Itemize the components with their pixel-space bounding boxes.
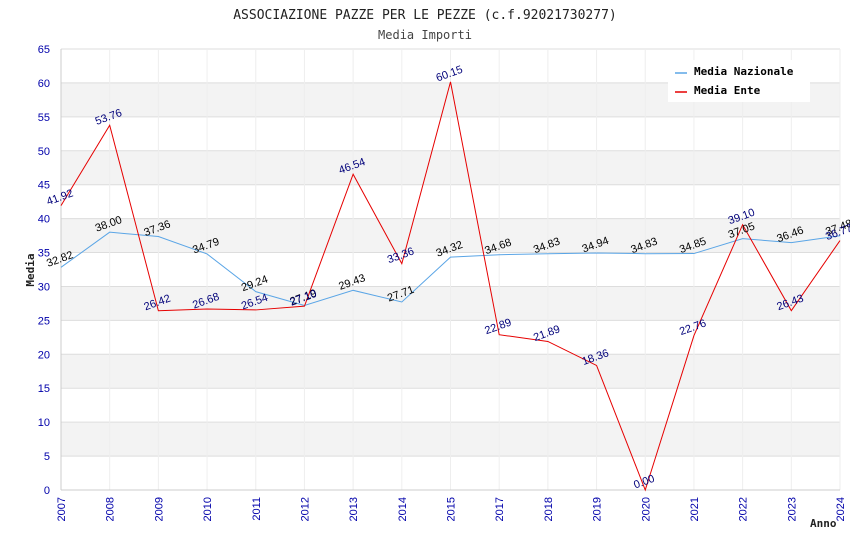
x-tick-label: 2014 xyxy=(397,497,409,521)
x-tick-label: 2007 xyxy=(56,497,68,521)
series-lines xyxy=(60,81,841,492)
chart-title: ASSOCIAZIONE PAZZE PER LE PEZZE (c.f.920… xyxy=(233,8,617,23)
series-line-media-ente xyxy=(60,81,841,492)
x-tick-label: 2018 xyxy=(543,497,555,521)
y-axis-ticks: 0 5 10 15 20 25 30 35 40 45 50 55 60 65 xyxy=(38,44,50,497)
y-tick-label: 65 xyxy=(38,44,50,56)
x-tick-label: 2015 xyxy=(446,497,458,521)
y-tick-label: 40 xyxy=(38,214,50,226)
x-axis-label: Anno xyxy=(810,517,837,530)
x-tick-label: 2011 xyxy=(251,497,263,521)
y-axis-label: Media xyxy=(24,253,37,286)
x-tick-label: 2020 xyxy=(640,497,652,521)
x-tick-label: 2009 xyxy=(153,497,165,521)
x-tick-label: 2017 xyxy=(494,497,506,521)
x-tick-label: 2023 xyxy=(786,497,798,521)
series-line-media-nazionale xyxy=(60,231,841,307)
y-tick-label: 45 xyxy=(38,180,50,192)
x-tick-label: 2022 xyxy=(738,497,750,521)
x-tick-label: 2008 xyxy=(105,497,117,521)
y-tick-label: 5 xyxy=(44,451,50,463)
y-tick-label: 0 xyxy=(44,485,50,497)
x-tick-label: 2019 xyxy=(592,497,604,521)
x-tick-label: 2013 xyxy=(348,497,360,521)
y-tick-label: 60 xyxy=(38,78,50,90)
y-tick-label: 10 xyxy=(38,417,50,429)
x-tick-label: 2021 xyxy=(689,497,701,521)
y-tick-label: 55 xyxy=(38,112,50,124)
y-tick-label: 50 xyxy=(38,146,50,158)
y-tick-label: 15 xyxy=(38,383,50,395)
legend: Media Nazionale Media Ente xyxy=(668,60,810,102)
chart-subtitle: Media Importi xyxy=(378,28,472,42)
x-tick-label: 2012 xyxy=(299,497,311,521)
x-tick-label: 2010 xyxy=(202,497,214,521)
x-axis-ticks: 2007 2008 2009 2010 2011 2012 2013 2014 2015 2017… xyxy=(56,497,847,521)
legend-label-media-nazionale: Media Nazionale xyxy=(694,65,794,78)
y-tick-label: 30 xyxy=(38,281,50,293)
y-tick-label: 35 xyxy=(38,248,50,260)
x-tick-label: 2024 xyxy=(835,497,847,521)
grid-lines xyxy=(60,48,841,491)
y-tick-label: 25 xyxy=(38,315,50,327)
legend-label-media-ente: Media Ente xyxy=(694,84,761,97)
y-tick-label: 20 xyxy=(38,349,50,361)
legend-box xyxy=(668,60,810,102)
